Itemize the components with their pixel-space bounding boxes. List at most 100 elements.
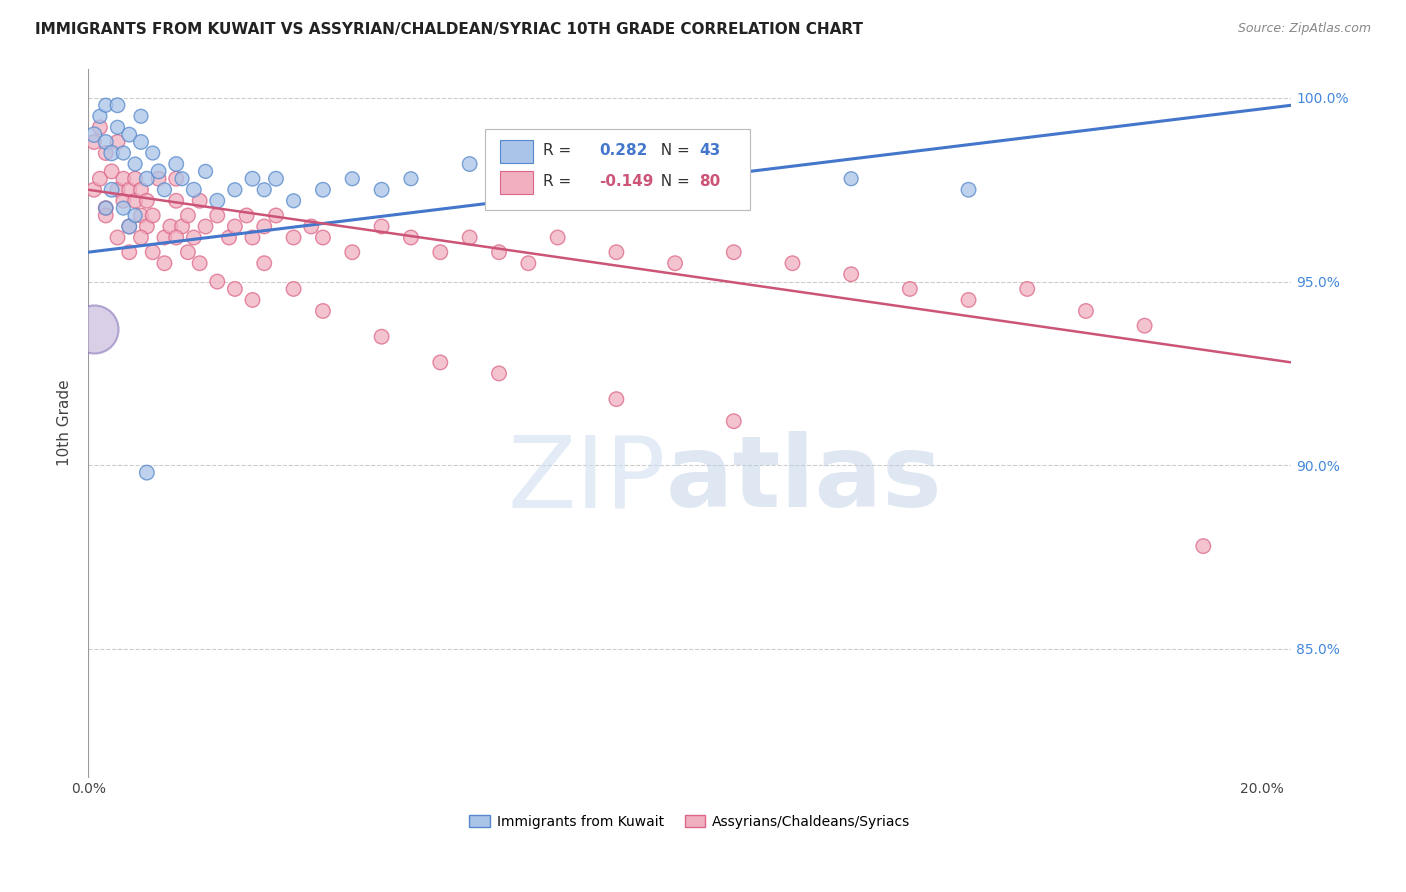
Point bbox=[517, 256, 540, 270]
Point bbox=[177, 209, 200, 223]
Point bbox=[283, 194, 305, 208]
Point bbox=[547, 183, 569, 197]
Point bbox=[94, 201, 117, 215]
Point bbox=[429, 355, 451, 369]
Point bbox=[224, 282, 246, 296]
Point bbox=[83, 135, 105, 149]
Point bbox=[135, 194, 157, 208]
FancyBboxPatch shape bbox=[499, 140, 533, 163]
Point bbox=[370, 329, 392, 343]
Point bbox=[253, 219, 276, 234]
Point bbox=[118, 245, 141, 260]
Point bbox=[135, 171, 157, 186]
Point bbox=[129, 209, 152, 223]
Text: -0.149: -0.149 bbox=[599, 174, 654, 189]
Point bbox=[312, 183, 335, 197]
Point bbox=[129, 230, 152, 244]
Point bbox=[1017, 282, 1039, 296]
Point bbox=[165, 230, 187, 244]
Point bbox=[839, 171, 862, 186]
Point bbox=[399, 230, 422, 244]
Point bbox=[458, 230, 481, 244]
Point bbox=[148, 164, 170, 178]
Point bbox=[83, 128, 105, 142]
Point bbox=[118, 219, 141, 234]
Point bbox=[253, 256, 276, 270]
Text: Source: ZipAtlas.com: Source: ZipAtlas.com bbox=[1237, 22, 1371, 36]
Point bbox=[242, 171, 264, 186]
Point bbox=[283, 282, 305, 296]
Y-axis label: 10th Grade: 10th Grade bbox=[58, 380, 72, 467]
Point bbox=[177, 245, 200, 260]
Point bbox=[142, 209, 165, 223]
Point bbox=[242, 293, 264, 307]
Point bbox=[100, 183, 122, 197]
Point bbox=[94, 135, 117, 149]
Point bbox=[107, 230, 129, 244]
Point bbox=[107, 120, 129, 135]
Text: 80: 80 bbox=[699, 174, 721, 189]
Point bbox=[170, 171, 193, 186]
Point bbox=[264, 171, 287, 186]
Point bbox=[107, 183, 129, 197]
Point bbox=[89, 171, 111, 186]
Text: R =: R = bbox=[543, 174, 576, 189]
Text: 43: 43 bbox=[699, 143, 721, 158]
Point bbox=[135, 466, 157, 480]
Point bbox=[124, 171, 146, 186]
Point bbox=[299, 219, 322, 234]
Point bbox=[129, 109, 152, 123]
Point bbox=[112, 171, 135, 186]
Point bbox=[100, 164, 122, 178]
Point bbox=[124, 194, 146, 208]
FancyBboxPatch shape bbox=[499, 171, 533, 194]
Point bbox=[839, 267, 862, 281]
Legend: Immigrants from Kuwait, Assyrians/Chaldeans/Syriacs: Immigrants from Kuwait, Assyrians/Chalde… bbox=[464, 809, 917, 834]
Point bbox=[634, 171, 657, 186]
Point bbox=[547, 230, 569, 244]
Point bbox=[782, 256, 804, 270]
Point bbox=[129, 183, 152, 197]
Point bbox=[605, 245, 627, 260]
Point bbox=[100, 146, 122, 161]
Point bbox=[264, 209, 287, 223]
Point bbox=[83, 183, 105, 197]
Point bbox=[370, 183, 392, 197]
Point bbox=[118, 128, 141, 142]
Point bbox=[153, 256, 176, 270]
Point bbox=[124, 157, 146, 171]
Point bbox=[148, 171, 170, 186]
Point bbox=[142, 146, 165, 161]
Point bbox=[159, 219, 181, 234]
Point bbox=[112, 201, 135, 215]
Point bbox=[207, 209, 229, 223]
Point bbox=[188, 194, 211, 208]
Point bbox=[898, 282, 921, 296]
Point bbox=[183, 230, 205, 244]
Point bbox=[194, 219, 217, 234]
Point bbox=[283, 230, 305, 244]
Point bbox=[224, 183, 246, 197]
Point bbox=[723, 183, 745, 197]
Point bbox=[194, 164, 217, 178]
Point bbox=[89, 120, 111, 135]
Point bbox=[312, 304, 335, 318]
Point bbox=[253, 183, 276, 197]
Point bbox=[83, 322, 105, 336]
Point bbox=[207, 275, 229, 289]
Point bbox=[957, 183, 980, 197]
Point bbox=[94, 209, 117, 223]
Point bbox=[723, 414, 745, 428]
Text: ZIP: ZIP bbox=[508, 431, 665, 528]
Point bbox=[242, 230, 264, 244]
Point bbox=[957, 293, 980, 307]
Point bbox=[94, 201, 117, 215]
Point bbox=[165, 194, 187, 208]
Point bbox=[1074, 304, 1097, 318]
Point bbox=[94, 98, 117, 112]
Point bbox=[218, 230, 240, 244]
Point bbox=[118, 219, 141, 234]
Text: atlas: atlas bbox=[665, 431, 942, 528]
Point bbox=[183, 183, 205, 197]
Point bbox=[118, 183, 141, 197]
